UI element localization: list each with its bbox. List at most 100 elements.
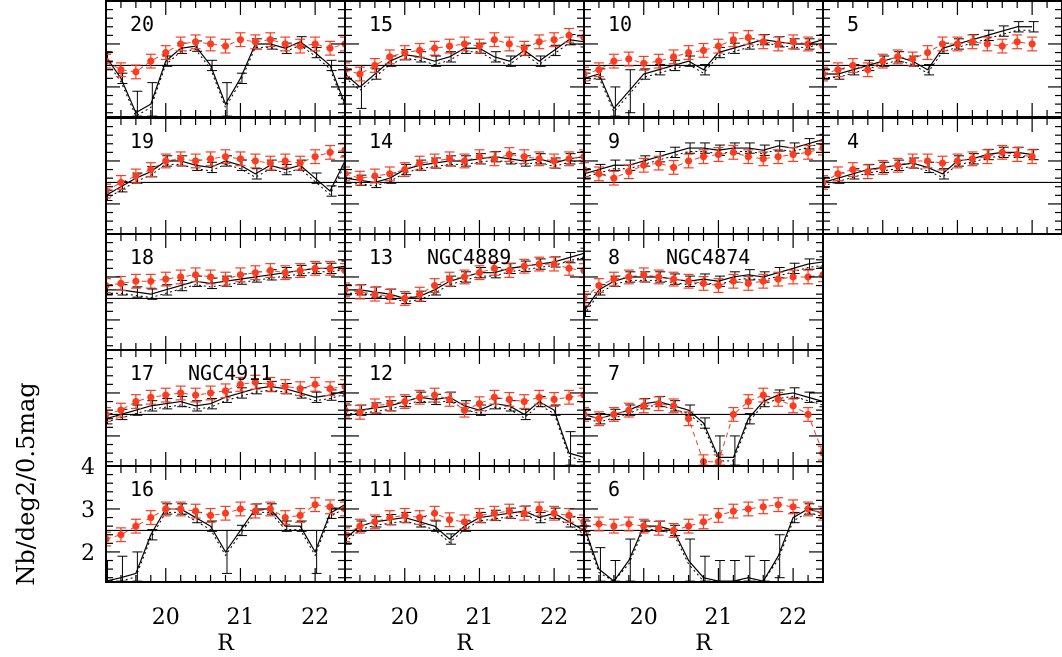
panel-9: 9 [583, 117, 824, 235]
red-point [504, 503, 515, 519]
red-point [788, 269, 799, 285]
red-point [250, 153, 261, 169]
x-axis-label: R [695, 631, 713, 656]
red-point [235, 151, 246, 167]
red-point [534, 501, 545, 517]
black-error-bar [311, 529, 322, 574]
red-point [608, 53, 619, 69]
x-tick-label: 21 [465, 605, 493, 630]
red-point [250, 265, 261, 281]
panel-frame [583, 465, 824, 583]
ticks [583, 350, 824, 466]
red-point [235, 376, 246, 392]
red-point [758, 499, 769, 515]
red-point [429, 387, 440, 403]
red-point [623, 516, 634, 532]
red-point [130, 168, 141, 184]
red-point [713, 147, 724, 162]
red-point [414, 510, 425, 526]
black-error-bar [819, 507, 823, 519]
ticks [344, 466, 585, 582]
red-point [384, 288, 395, 304]
ticks [105, 118, 346, 234]
panel-grid: 20 15 10 5 19 14 9 4 18 13 NGC4889 8 NGC4874 17 NGC491… [105, 0, 1062, 583]
red-point [130, 394, 141, 410]
black-error-bar [207, 59, 218, 72]
black-dotted-series [584, 42, 823, 113]
red-point [190, 267, 201, 283]
black-error-bar [236, 387, 247, 399]
red-point [713, 278, 724, 294]
x-tick-label: 22 [779, 605, 807, 630]
red-point [265, 32, 276, 48]
red-point [982, 149, 993, 165]
red-point [683, 45, 694, 61]
red-point [414, 155, 425, 171]
red-point [608, 406, 619, 422]
red-point [145, 510, 156, 526]
red-point [429, 153, 440, 169]
black-error-bar [744, 269, 755, 281]
ticks [105, 350, 346, 466]
black-error-bar [804, 391, 815, 403]
red-point [190, 503, 201, 519]
panel-frame [822, 117, 1062, 235]
red-point [564, 389, 575, 405]
red-point [683, 153, 694, 169]
red-point [175, 385, 186, 401]
black-error-bar [700, 142, 710, 154]
red-point [638, 55, 649, 71]
red-point [549, 256, 560, 272]
black-error-bar [983, 29, 994, 42]
red-point [519, 258, 530, 274]
panel-galaxy-label: NGC4874 [666, 245, 750, 269]
red-point [325, 40, 336, 56]
red-point [638, 267, 649, 283]
red-point [653, 396, 664, 412]
red-point [444, 512, 455, 528]
panel-galaxy-label: NGC4889 [427, 245, 511, 269]
red-series [345, 263, 584, 299]
red-point [1027, 36, 1038, 52]
red-point [803, 144, 814, 160]
red-point [593, 278, 604, 294]
red-point [145, 389, 156, 405]
red-series [345, 508, 584, 536]
panel-8: 8 NGC4874 [583, 233, 824, 351]
red-point [728, 503, 739, 519]
panel-number-label: 10 [608, 12, 632, 36]
red-point [668, 49, 679, 65]
red-point [384, 396, 395, 412]
red-point [623, 269, 634, 285]
black-error-bar [789, 387, 800, 399]
red-point [115, 527, 126, 543]
red-point [369, 286, 380, 302]
black-error-bar [610, 560, 621, 582]
red-point [489, 505, 500, 521]
red-point [280, 265, 291, 281]
red-point [459, 402, 470, 418]
red-point [773, 391, 784, 407]
black-error-bar [789, 262, 800, 275]
red-point [623, 164, 634, 180]
panel-4: 4 [822, 117, 1062, 235]
red-point [265, 501, 276, 517]
black-error-bar [311, 172, 322, 184]
red-point [504, 263, 515, 278]
black-dotted-series [584, 395, 823, 462]
red-point [892, 49, 903, 65]
red-point [265, 263, 276, 278]
red-point [653, 155, 664, 171]
red-point [414, 389, 425, 405]
red-point [728, 32, 739, 48]
red-point [758, 151, 769, 167]
panel-number-label: 9 [608, 129, 620, 153]
x-tick-label: 22 [540, 605, 568, 630]
red-point [758, 273, 769, 289]
red-point [354, 404, 365, 420]
red-point [519, 505, 530, 521]
red-point [205, 151, 216, 167]
red-point [534, 34, 545, 50]
black-error-bar [207, 161, 218, 174]
red-point [743, 501, 754, 517]
